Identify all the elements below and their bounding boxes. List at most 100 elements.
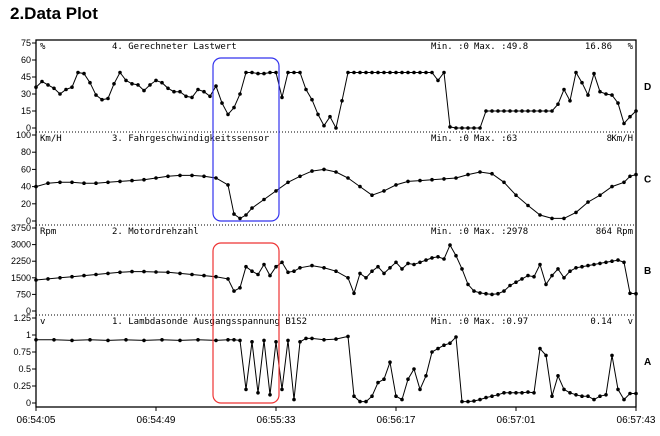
data-point	[238, 92, 242, 96]
data-point	[412, 70, 416, 75]
data-point	[418, 387, 422, 392]
data-point	[262, 262, 266, 267]
data-point	[352, 70, 356, 75]
data-point	[502, 289, 506, 293]
data-point	[430, 350, 434, 354]
y-tick-label: 1	[26, 330, 31, 340]
data-point	[586, 200, 590, 204]
data-point	[478, 126, 482, 130]
data-point	[52, 86, 56, 91]
data-point	[376, 380, 380, 385]
data-point	[526, 109, 530, 113]
plot-frame	[35, 39, 637, 408]
panel-tag-D: D	[644, 82, 651, 93]
data-point	[538, 262, 542, 267]
data-point	[40, 79, 44, 84]
data-point	[274, 70, 278, 75]
data-point	[130, 82, 134, 86]
data-point	[64, 87, 68, 92]
data-point	[256, 272, 260, 277]
data-point	[598, 261, 602, 266]
panel-current-unit: v	[628, 317, 633, 327]
data-point	[256, 391, 260, 395]
x-tick-label: 06:57:01	[497, 415, 536, 426]
y-tick-label: 0	[26, 306, 31, 316]
data-point	[394, 260, 398, 265]
data-point	[370, 269, 374, 274]
data-point	[268, 70, 272, 75]
data-point	[406, 261, 410, 266]
data-point	[472, 126, 476, 130]
panel-min: Min. :0	[431, 317, 469, 327]
y-tick-label: 75	[21, 38, 31, 48]
data-point	[622, 260, 626, 265]
data-point	[136, 83, 140, 87]
data-point	[244, 387, 248, 392]
data-point	[532, 109, 536, 113]
data-point	[562, 276, 566, 280]
data-point	[616, 101, 620, 105]
data-point	[376, 264, 380, 269]
data-point	[58, 276, 62, 280]
data-point	[256, 71, 260, 76]
data-point	[298, 340, 302, 344]
data-point	[316, 112, 320, 117]
data-point	[604, 92, 608, 96]
data-point	[484, 109, 488, 113]
y-tick-label: 3000	[11, 240, 31, 250]
data-point	[400, 267, 404, 271]
panel-tag-B: B	[644, 266, 651, 277]
data-point	[358, 271, 362, 276]
data-point	[232, 212, 236, 216]
data-point	[130, 269, 134, 274]
data-point	[508, 283, 512, 288]
data-point	[286, 180, 290, 185]
x-tick-label: 06:57:43	[617, 415, 656, 426]
data-point	[628, 114, 632, 119]
panel-name: 4. Gerechneter Lastwert	[112, 42, 237, 52]
data-point	[568, 99, 572, 103]
data-point	[436, 346, 440, 351]
data-point	[580, 264, 584, 269]
data-point	[592, 397, 596, 402]
data-point	[562, 387, 566, 392]
data-point	[496, 291, 500, 296]
data-point	[364, 399, 368, 404]
data-point	[214, 338, 218, 343]
data-point	[580, 394, 584, 399]
data-point	[418, 260, 422, 265]
data-point	[142, 177, 146, 182]
data-point	[322, 266, 326, 270]
y-tick-label: 3750	[11, 223, 31, 233]
data-point	[388, 70, 392, 75]
data-point	[112, 82, 116, 86]
data-point	[370, 70, 374, 75]
data-point	[610, 184, 614, 189]
data-point	[280, 260, 284, 265]
x-tick-label: 06:54:49	[137, 415, 176, 426]
data-point	[520, 277, 524, 281]
data-point	[610, 93, 614, 97]
data-point	[178, 271, 182, 276]
data-point	[562, 216, 566, 221]
data-point	[574, 393, 578, 397]
y-tick-label: 0	[26, 216, 31, 226]
y-tick-label: 0.75	[13, 347, 31, 357]
x-tick-label: 06:56:17	[377, 415, 416, 426]
panel-min: Min. :0	[431, 42, 469, 52]
data-point	[238, 338, 242, 343]
data-point	[550, 216, 554, 221]
y-tick-label: 60	[21, 55, 31, 65]
data-point	[514, 280, 518, 285]
data-point	[520, 391, 524, 395]
data-point	[448, 125, 452, 129]
data-point	[550, 109, 554, 113]
data-point	[106, 180, 110, 185]
data-point	[190, 272, 194, 277]
data-point	[262, 197, 266, 202]
data-point	[166, 86, 170, 91]
data-point	[628, 174, 632, 179]
page-title: 2.Data Plot	[10, 4, 98, 23]
data-point	[586, 263, 590, 268]
data-point	[160, 80, 164, 85]
